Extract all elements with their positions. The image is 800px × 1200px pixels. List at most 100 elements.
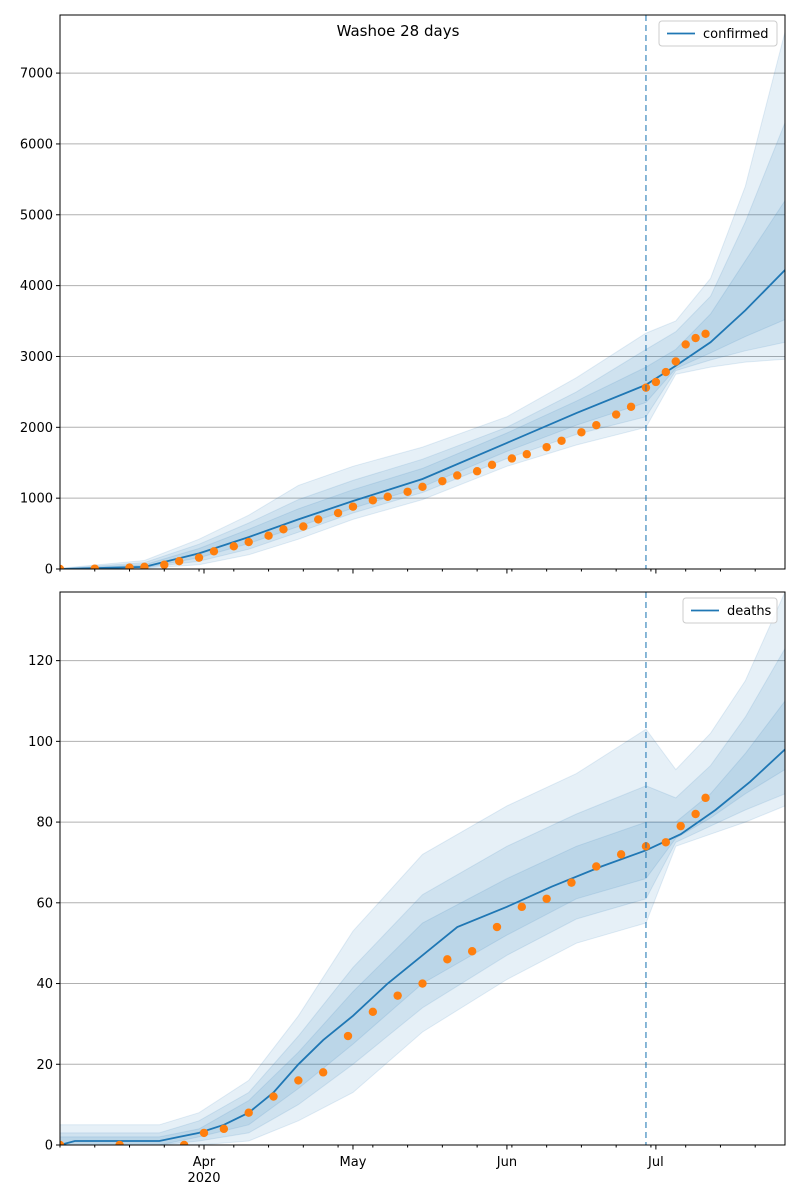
x-tick-label: May [340, 1155, 367, 1170]
observed-point [438, 476, 447, 486]
observed-point [209, 547, 219, 556]
x-tick-label: Jul [647, 1155, 664, 1170]
observed-point [467, 947, 477, 956]
observed-point [418, 979, 427, 988]
observed-point [507, 454, 517, 463]
y-tick-label: 20 [36, 1058, 53, 1073]
observed-point [199, 1128, 209, 1138]
observed-point [542, 894, 551, 903]
observed-point [577, 428, 586, 437]
observed-point [701, 329, 710, 338]
observed-point [279, 525, 288, 534]
observed-point [333, 508, 343, 518]
observed-point [60, 1140, 65, 1145]
observed-point [244, 1108, 253, 1117]
y-tick-label: 4000 [20, 279, 53, 294]
observed-point [676, 821, 685, 831]
observed-point [393, 991, 402, 1000]
observed-point [592, 862, 601, 871]
y-tick-label: 120 [28, 654, 53, 669]
y-tick-label: 3000 [20, 350, 53, 365]
chart-title: Washoe 28 days [337, 22, 460, 40]
x-tick-label: Apr [193, 1155, 216, 1170]
uncertainty-band-2 [60, 647, 785, 1145]
observed-point [264, 531, 273, 540]
observed-point [368, 496, 378, 505]
y-tick-label: 7000 [20, 67, 53, 82]
axes-frame [59, 591, 786, 1146]
plot-area [60, 31, 785, 569]
observed-point [179, 1140, 189, 1145]
observed-point [90, 564, 99, 569]
y-tick-label: 40 [36, 977, 53, 992]
observed-point [492, 922, 502, 932]
observed-point [219, 1124, 229, 1134]
observed-point [140, 562, 149, 569]
y-tick-label: 0 [45, 563, 53, 578]
observed-point [343, 1031, 353, 1041]
observed-point [299, 522, 308, 531]
plot-area [60, 592, 785, 1145]
legend-box [682, 597, 778, 624]
observed-point [368, 1007, 378, 1016]
observed-point [681, 340, 690, 349]
observed-point [403, 487, 412, 496]
uncertainty-band-3 [60, 700, 785, 1145]
observed-point [691, 809, 700, 819]
y-tick-label: 0 [45, 1139, 53, 1154]
observed-point [542, 442, 551, 452]
observed-point [418, 482, 427, 492]
legend-box [658, 20, 778, 47]
y-tick-label: 60 [36, 896, 53, 911]
x-tick-label: Jun [496, 1155, 517, 1170]
legend: confirmed [658, 20, 778, 47]
observed-point [472, 467, 482, 476]
uncertainty-band-1 [60, 592, 785, 1145]
y-tick-label: 100 [28, 735, 53, 750]
confirmed-panel: Washoe 28 days 0 1000 2000 3000 4000 5000 6000… [20, 14, 786, 578]
observed-point [125, 563, 134, 569]
observed-point [567, 878, 576, 887]
y-tick-label: 5000 [20, 208, 53, 223]
observed-point [348, 502, 358, 511]
observed-point [269, 1092, 278, 1101]
observed-point [616, 850, 626, 859]
observed-point [115, 1140, 124, 1145]
observed-point [244, 537, 253, 547]
observed-point [522, 450, 531, 459]
y-tick-label: 6000 [20, 137, 53, 152]
observed-point [60, 564, 65, 569]
observed-point [671, 357, 680, 366]
legend: deaths [682, 597, 778, 624]
observed-point [487, 460, 497, 470]
observed-point [661, 838, 671, 847]
x-tick-year-label: 2020 [187, 1171, 220, 1186]
observed-point [557, 436, 566, 445]
model-line [60, 269, 785, 569]
axes-frame [59, 14, 786, 570]
observed-point [318, 1068, 328, 1077]
observed-point [592, 420, 601, 430]
observed-point [651, 377, 661, 387]
observed-point [314, 515, 323, 524]
observed-point [611, 410, 621, 419]
observed-point [517, 902, 527, 912]
observed-point [194, 553, 204, 562]
uncertainty-band-1 [60, 31, 785, 569]
y-tick-label: 1000 [20, 492, 53, 507]
y-tick-label: 2000 [20, 421, 53, 436]
observed-point [174, 557, 184, 566]
observed-point [626, 402, 636, 411]
legend-label: deaths [727, 604, 772, 619]
y-tick-label: 80 [36, 816, 53, 831]
observed-point [294, 1076, 303, 1085]
observed-point [691, 333, 700, 343]
observed-point [229, 542, 239, 551]
observed-point [443, 955, 452, 964]
observed-point [701, 793, 710, 803]
observed-point [383, 492, 392, 501]
observed-point [453, 471, 462, 480]
